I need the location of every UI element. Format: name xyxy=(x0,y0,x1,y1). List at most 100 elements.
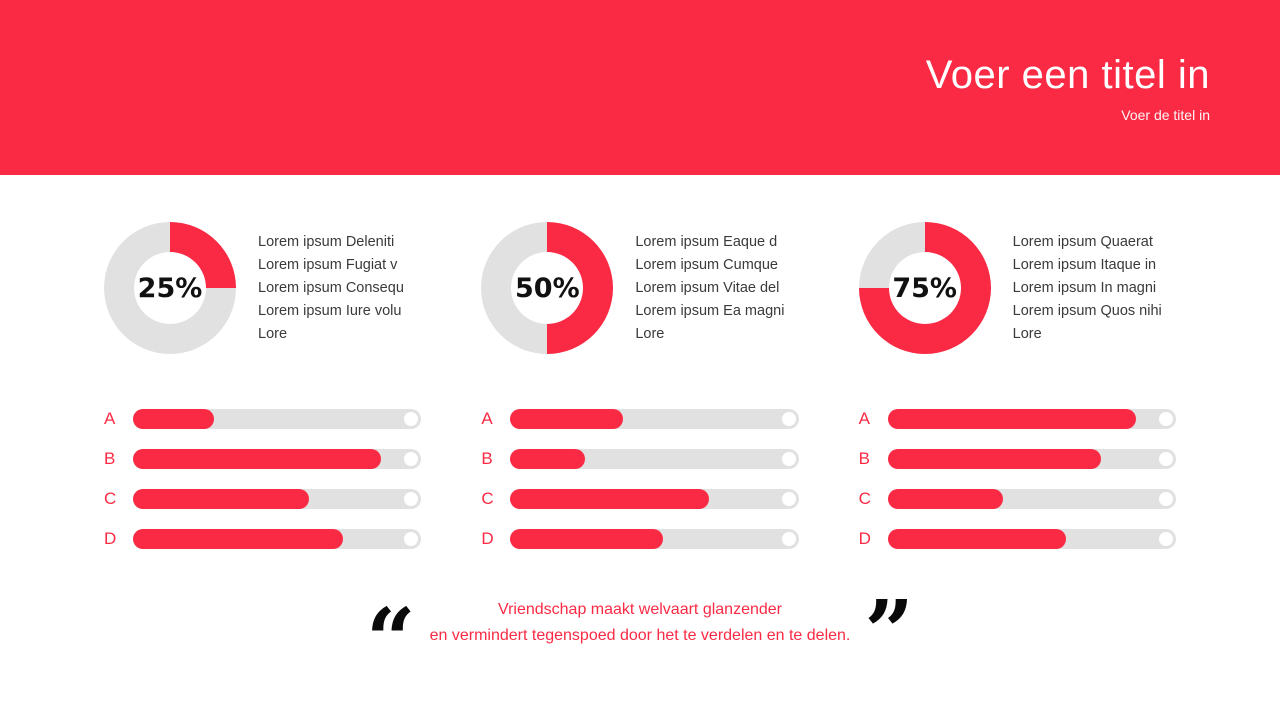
bar-row: C xyxy=(104,489,422,509)
bar-label: C xyxy=(858,489,871,508)
lorem-line: Lorem ipsum Quaerat xyxy=(1012,233,1153,250)
bar-track xyxy=(133,529,422,549)
bar-row: D xyxy=(859,529,1176,549)
lorem-list: Lorem ipsum Eaque d Lorem ipsum Cumque L… xyxy=(635,231,784,346)
lorem-list: Lorem ipsum Deleniti Lorem ipsum Fugiat … xyxy=(258,231,404,346)
bar-label: D xyxy=(104,529,117,548)
quote-line-2: en vermindert tegenspoed door het te ver… xyxy=(429,627,851,644)
bar-row: A xyxy=(104,409,422,429)
bar-label: B xyxy=(858,449,870,468)
lorem-line: Lorem ipsum Fugiat v xyxy=(258,256,398,273)
lorem-line: Lorem ipsum Deleniti xyxy=(258,233,395,250)
bar-fill xyxy=(887,409,1136,429)
bar-label: B xyxy=(104,449,116,468)
quote-line-1: Vriendschap maakt welvaart glanzender xyxy=(497,601,782,618)
bar-knob xyxy=(404,412,419,426)
bar-knob xyxy=(781,412,796,426)
bar-track xyxy=(887,409,1176,429)
bar-knob xyxy=(1159,492,1173,506)
bar-knob xyxy=(781,452,796,466)
bar-group: A B C xyxy=(859,409,1176,549)
slide-body: 25% Lorem ipsum Deleniti Lorem ipsum Fug… xyxy=(0,175,1280,691)
bar-track xyxy=(133,489,422,509)
bar-fill xyxy=(887,529,1067,549)
bar-label: A xyxy=(104,409,116,428)
bar-knob xyxy=(781,492,796,506)
bar-label: C xyxy=(104,489,117,508)
lorem-line: Lorem ipsum Cumque xyxy=(635,256,778,273)
lorem-line: Lore xyxy=(258,325,288,342)
donut-center: 50% xyxy=(511,252,584,324)
bar-fill xyxy=(887,449,1102,469)
bar-label: A xyxy=(481,409,493,428)
page-title: Voer een titel in xyxy=(925,52,1210,97)
bar-fill xyxy=(510,489,710,509)
bar-fill xyxy=(510,409,623,429)
bar-fill xyxy=(887,489,1003,509)
lorem-line: Lorem ipsum In magni xyxy=(1012,279,1157,296)
bar-label: D xyxy=(858,529,871,548)
bar-row: C xyxy=(859,489,1176,509)
bar-label: B xyxy=(481,449,493,468)
bar-label: A xyxy=(858,409,870,428)
bar-track xyxy=(887,489,1176,509)
bar-track xyxy=(887,449,1176,469)
bar-row: A xyxy=(481,409,799,429)
bar-knob xyxy=(781,532,796,546)
stat-columns: 25% Lorem ipsum Deleniti Lorem ipsum Fug… xyxy=(104,215,1176,549)
bar-knob xyxy=(1159,452,1173,466)
lorem-line: Lorem ipsum Consequ xyxy=(258,279,404,296)
lorem-line: Lorem ipsum Iure volu xyxy=(258,302,402,319)
bar-label: C xyxy=(481,489,494,508)
bar-knob xyxy=(404,532,419,546)
donut-percent-label: 50% xyxy=(515,272,580,304)
bar-track xyxy=(510,489,799,509)
lorem-line: Lorem ipsum Ea magni xyxy=(635,302,785,319)
bar-track xyxy=(887,529,1176,549)
bar-row: B xyxy=(104,449,422,469)
quote-section: “ Vriendschap maakt welvaart glanzender … xyxy=(366,582,914,691)
bar-row: B xyxy=(481,449,799,469)
stat-column-2: 50% Lorem ipsum Eaque d Lorem ipsum Cumq… xyxy=(481,215,799,549)
stat-column-1: 25% Lorem ipsum Deleniti Lorem ipsum Fug… xyxy=(104,215,422,549)
donut-percent-label: 75% xyxy=(892,272,957,304)
lorem-line: Lorem ipsum Quos nihi xyxy=(1012,302,1162,319)
bar-fill xyxy=(133,409,214,429)
bar-track xyxy=(510,449,799,469)
donut-chart: 75% xyxy=(858,222,991,354)
lorem-line: Lore xyxy=(635,325,665,342)
bar-row: B xyxy=(859,449,1176,469)
bar-label: D xyxy=(481,529,494,548)
bar-row: D xyxy=(481,529,799,549)
donut-chart: 50% xyxy=(481,222,614,354)
bar-knob xyxy=(404,492,419,506)
bar-row: A xyxy=(859,409,1176,429)
bar-track xyxy=(510,529,799,549)
page-subtitle: Voer de titel in xyxy=(1121,106,1210,123)
lorem-line: Lorem ipsum Vitae del xyxy=(635,279,780,296)
bar-fill xyxy=(510,449,586,469)
donut-chart: 25% xyxy=(104,222,236,354)
bar-track xyxy=(133,409,422,429)
donut-percent-label: 25% xyxy=(137,272,203,304)
bar-group: A B C xyxy=(481,409,799,549)
donut-center: 75% xyxy=(888,252,961,324)
donut-block: 75% Lorem ipsum Quaerat Lorem ipsum Itaq… xyxy=(858,215,1176,361)
bar-fill xyxy=(133,529,344,549)
lorem-line: Lorem ipsum Eaque d xyxy=(635,233,778,250)
bar-fill xyxy=(133,489,309,509)
donut-block: 25% Lorem ipsum Deleniti Lorem ipsum Fug… xyxy=(104,215,421,361)
lorem-line: Lore xyxy=(1012,325,1042,342)
donut-block: 50% Lorem ipsum Eaque d Lorem ipsum Cumq… xyxy=(481,215,798,361)
donut-center: 25% xyxy=(134,252,206,324)
header-banner: Voer een titel in Voer de titel in xyxy=(0,0,1280,175)
bar-track xyxy=(133,449,422,469)
bar-knob xyxy=(1159,532,1173,546)
lorem-list: Lorem ipsum Quaerat Lorem ipsum Itaque i… xyxy=(1013,231,1162,346)
lorem-line: Lorem ipsum Itaque in xyxy=(1012,256,1157,273)
bar-row: C xyxy=(481,489,799,509)
bar-track xyxy=(510,409,799,429)
bar-group: A B C xyxy=(104,409,422,549)
stat-column-3: 75% Lorem ipsum Quaerat Lorem ipsum Itaq… xyxy=(858,215,1176,549)
bar-knob xyxy=(1159,412,1173,426)
